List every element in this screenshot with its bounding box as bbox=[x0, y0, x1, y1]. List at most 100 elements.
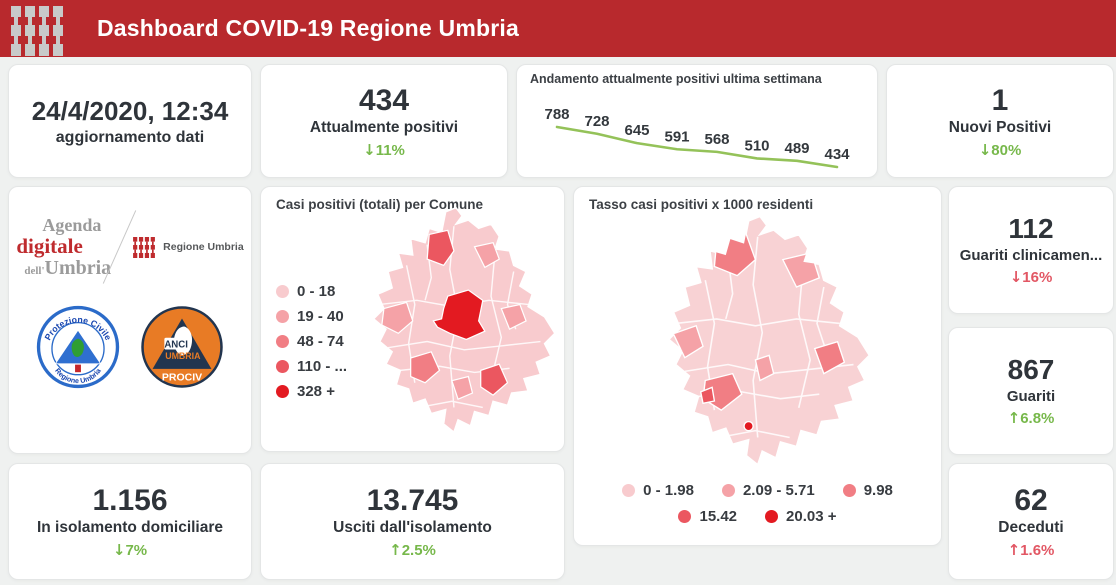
umbria-choropleth-map[interactable] bbox=[646, 211, 874, 477]
regione-umbria-logo: Regione Umbria bbox=[132, 236, 244, 258]
legend-color-dot bbox=[276, 335, 289, 348]
data-label: 591 bbox=[664, 128, 689, 145]
anci-text: ANCI bbox=[164, 339, 188, 350]
trend-down-icon: ↓ bbox=[978, 140, 992, 159]
umbria-choropleth-map[interactable] bbox=[353, 201, 559, 445]
dell-umbria-word: dell'Umbria bbox=[24, 257, 112, 279]
kpi-value: 1.156 bbox=[92, 484, 168, 517]
trend-down-icon: ↓ bbox=[112, 541, 126, 559]
data-label: 645 bbox=[624, 122, 649, 139]
trend-percent: 16% bbox=[1022, 268, 1053, 286]
legend-item[interactable]: 48 - 74 bbox=[276, 333, 347, 350]
legend-item[interactable]: 9.98 bbox=[842, 482, 893, 499]
legend-label: 20.03 + bbox=[786, 508, 837, 525]
legend-color-dot bbox=[276, 360, 289, 373]
data-label: 434 bbox=[824, 146, 850, 163]
umbria-text: UMBRIA bbox=[165, 351, 201, 361]
legend-color-dot bbox=[678, 510, 692, 523]
trend-percent: 2.5% bbox=[401, 542, 436, 559]
map-title: Casi positivi (totali) per Comune bbox=[276, 197, 484, 212]
map-legend-row: 15.42 20.03 + bbox=[574, 508, 941, 525]
legend-item[interactable]: 2.09 - 5.71 bbox=[721, 482, 815, 499]
kpi-value: 13.745 bbox=[366, 484, 459, 517]
trend-down-icon: ↓ bbox=[1009, 267, 1023, 286]
legend-color-dot bbox=[276, 285, 289, 298]
card-attualmente-positivi[interactable]: 434 Attualmente positivi ↓11% bbox=[260, 64, 508, 178]
protezione-civile-logo: Protezione Civile Regione Umbria bbox=[36, 305, 120, 389]
trend-percent: 6.8% bbox=[1020, 409, 1055, 427]
legend-item[interactable]: 20.03 + bbox=[765, 508, 837, 525]
kpi-value: 1 bbox=[991, 83, 1009, 117]
legend-label: 15.42 bbox=[699, 508, 738, 525]
page-title: Dashboard COVID-19 Regione Umbria bbox=[97, 15, 519, 41]
data-label: 489 bbox=[784, 140, 809, 157]
map-legend: 0 - 18 19 - 40 48 - 74 110 - ... 328 + bbox=[276, 283, 347, 400]
kpi-value: 434 bbox=[358, 83, 410, 117]
legend-color-dot bbox=[276, 310, 289, 323]
legend-label: 19 - 40 bbox=[297, 308, 344, 325]
card-isolamento-domiciliare[interactable]: 1.156 In isolamento domiciliare ↓7% bbox=[8, 463, 252, 580]
card-logos: Agenda digitale dell'Umbria Regione Umbr… bbox=[8, 186, 252, 454]
trend-percent: 80% bbox=[991, 141, 1022, 159]
card-deceduti[interactable]: 62 Deceduti ↑1.6% bbox=[948, 463, 1114, 580]
map-title: Tasso casi positivi x 1000 residenti bbox=[589, 197, 814, 212]
trend-percent: 11% bbox=[375, 141, 405, 159]
data-label: 568 bbox=[704, 131, 729, 148]
trend-up-icon: ↑ bbox=[389, 541, 402, 559]
legend-color-dot bbox=[842, 484, 856, 497]
legend-item[interactable]: 0 - 1.98 bbox=[622, 482, 694, 499]
card-guariti[interactable]: 867 Guariti ↑6.8% bbox=[948, 327, 1114, 455]
legend-label: 2.09 - 5.71 bbox=[742, 482, 815, 499]
data-label: 510 bbox=[744, 137, 769, 154]
trend-percent: 7% bbox=[125, 542, 148, 559]
legend-item[interactable]: 0 - 18 bbox=[276, 283, 347, 300]
legend-color-dot bbox=[721, 484, 735, 497]
digitale-word: digitale bbox=[16, 234, 83, 258]
legend-item[interactable]: 328 + bbox=[276, 383, 347, 400]
card-nuovi-positivi[interactable]: 1 Nuovi Positivi ↓80% bbox=[886, 64, 1114, 178]
kpi-label: Deceduti bbox=[998, 519, 1064, 536]
data-label: 728 bbox=[584, 113, 609, 130]
kpi-trend: ↓7% bbox=[113, 541, 147, 559]
kpi-label: Guariti clinicamen... bbox=[959, 246, 1103, 264]
legend-item[interactable]: 19 - 40 bbox=[276, 308, 347, 325]
kpi-label: Usciti dall'isolamento bbox=[333, 519, 492, 536]
kpi-trend: ↓80% bbox=[979, 141, 1022, 159]
card-guariti-clinicamente[interactable]: 112 Guariti clinicamen... ↓16% bbox=[948, 186, 1114, 314]
card-map-casi-per-comune[interactable]: Casi positivi (totali) per Comune 0 - 18… bbox=[260, 186, 565, 452]
trend-line-chart[interactable]: 788 728 645 591 568 510 489 434 bbox=[517, 89, 879, 177]
card-usciti-isolamento[interactable]: 13.745 Usciti dall'isolamento ↑2.5% bbox=[260, 463, 565, 580]
legend-color-dot bbox=[622, 484, 636, 497]
trend-up-icon: ↑ bbox=[1007, 408, 1021, 427]
legend-item[interactable]: 110 - ... bbox=[276, 358, 347, 375]
prociv-text: PROCIV bbox=[162, 372, 202, 384]
card-map-tasso-positivi[interactable]: Tasso casi positivi x 1000 residenti bbox=[573, 186, 942, 546]
kpi-trend: ↑6.8% bbox=[1008, 409, 1055, 427]
kpi-trend: ↓16% bbox=[1010, 268, 1053, 286]
legend-color-dot bbox=[765, 510, 779, 523]
legend-label: 0 - 1.98 bbox=[643, 482, 694, 499]
legend-label: 328 + bbox=[297, 383, 335, 400]
legend-item[interactable]: 15.42 bbox=[678, 508, 737, 525]
regione-umbria-ceri-icon bbox=[133, 236, 156, 258]
regione-umbria-ceri-icon bbox=[11, 5, 63, 56]
legend-label: 9.98 bbox=[863, 482, 893, 499]
trend-down-icon: ↓ bbox=[363, 140, 376, 159]
kpi-label: Attualmente positivi bbox=[309, 118, 459, 136]
regione-umbria-label: Regione Umbria bbox=[163, 241, 244, 253]
kpi-trend: ↓11% bbox=[363, 141, 405, 159]
card-trend-chart[interactable]: Andamento attualmente positivi ultima se… bbox=[516, 64, 878, 178]
kpi-label: Guariti bbox=[1006, 387, 1056, 405]
trend-line bbox=[555, 125, 839, 169]
kpi-label: In isolamento domiciliare bbox=[36, 519, 224, 536]
card-update-time[interactable]: 24/4/2020, 12:34 aggiornamento dati bbox=[8, 64, 252, 178]
legend-color-dot bbox=[276, 385, 289, 398]
map-legend-row: 0 - 1.98 2.09 - 5.71 9.98 bbox=[574, 482, 941, 499]
legend-label: 0 - 18 bbox=[297, 283, 336, 300]
legend-label: 110 - ... bbox=[297, 358, 348, 375]
header-bar: Dashboard COVID-19 Regione Umbria bbox=[0, 0, 1116, 57]
update-label: aggiornamento dati bbox=[55, 128, 205, 146]
kpi-value: 867 bbox=[1007, 354, 1055, 386]
anci-prociv-logo: ANCI UMBRIA PROCIV bbox=[141, 306, 223, 388]
kpi-value: 62 bbox=[1014, 484, 1048, 517]
